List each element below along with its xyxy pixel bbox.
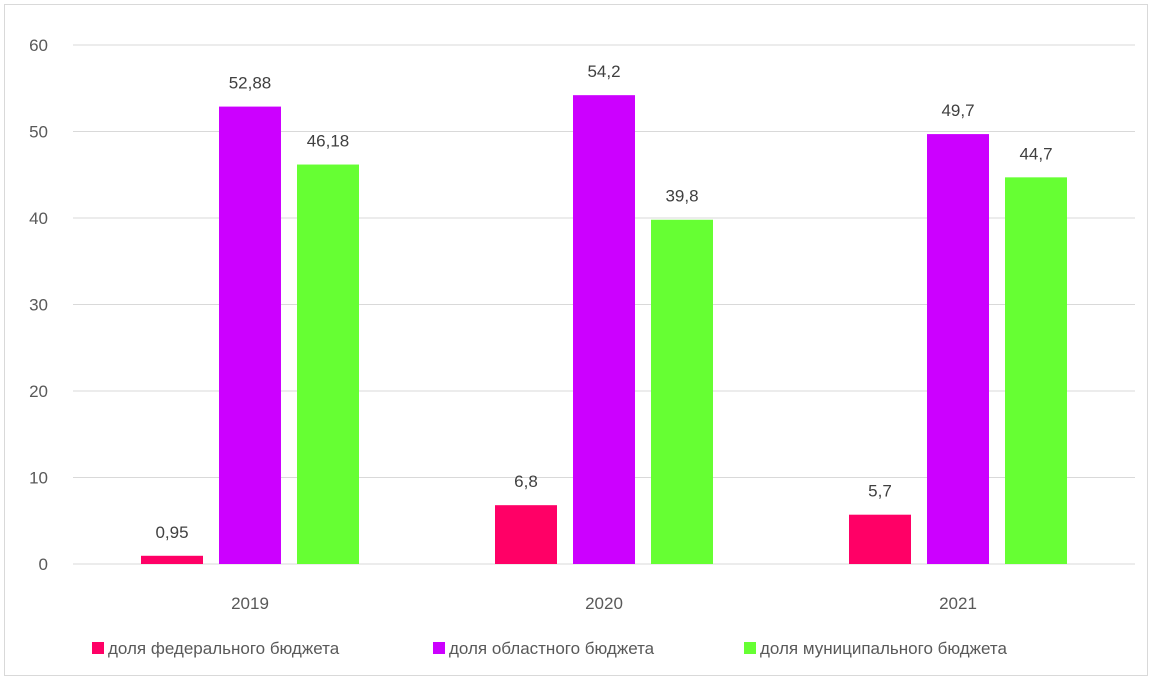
y-tick-label: 30: [29, 296, 48, 315]
data-label: 44,7: [1019, 144, 1052, 163]
bar: [219, 106, 281, 564]
data-label: 49,7: [941, 101, 974, 120]
legend-label: доля муниципального бюджета: [760, 639, 1008, 658]
data-label: 6,8: [514, 472, 538, 491]
data-label: 54,2: [587, 62, 620, 81]
y-axis-ticks: 0 10 20 30 40 50 60: [29, 36, 48, 574]
legend-swatch: [744, 642, 756, 654]
x-tick-label: 2021: [939, 594, 977, 613]
legend-label: доля федерального бюджета: [108, 639, 340, 658]
legend-label: доля областного бюджета: [449, 639, 655, 658]
legend: доля федерального бюджета доля областного…: [92, 639, 1008, 658]
x-axis-ticks: 2019 2020 2021: [231, 594, 977, 613]
bars: [141, 95, 1067, 565]
data-label: 5,7: [868, 482, 892, 501]
bar: [141, 555, 203, 564]
bar: [573, 95, 635, 565]
x-tick-label: 2019: [231, 594, 269, 613]
data-label: 46,18: [307, 132, 350, 151]
y-tick-label: 10: [29, 469, 48, 488]
y-tick-label: 60: [29, 36, 48, 55]
data-label: 39,8: [665, 187, 698, 206]
data-labels: 0,95 52,88 46,18 6,8 54,2 39,8 5,7 49,7 44,7: [155, 62, 1052, 542]
y-tick-label: 0: [39, 555, 48, 574]
bar: [495, 505, 557, 564]
y-tick-label: 20: [29, 382, 48, 401]
bar: [651, 219, 713, 565]
data-label: 0,95: [155, 523, 188, 542]
y-tick-label: 40: [29, 209, 48, 228]
x-tick-label: 2020: [585, 594, 623, 613]
bar: [927, 134, 989, 564]
bar: [1005, 177, 1067, 564]
data-label: 52,88: [229, 74, 272, 93]
bar: [849, 514, 911, 564]
y-tick-label: 50: [29, 123, 48, 142]
bar: [297, 164, 359, 564]
legend-swatch: [433, 642, 445, 654]
legend-swatch: [92, 642, 104, 654]
